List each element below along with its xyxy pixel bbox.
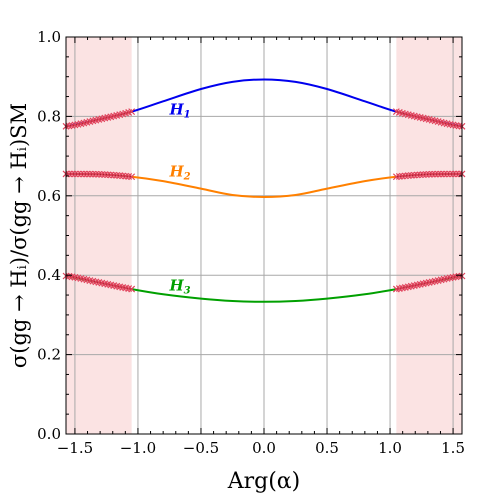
excluded-region-2	[396, 37, 462, 434]
marker-h2-1-3	[71, 170, 79, 178]
marker-h2-1-4	[74, 170, 82, 178]
x-tick-label-4: 0.5	[315, 439, 339, 457]
marker-h2-2-19	[449, 170, 457, 178]
x-tick-label-5: 1.0	[378, 439, 402, 457]
y-tick-label-2: 0.4	[37, 266, 61, 284]
marker-h2-2-11	[425, 170, 433, 178]
marker-h2-1-22	[128, 173, 136, 181]
x-tick-label-1: −1.0	[120, 439, 156, 457]
marker-h2-2-10	[422, 171, 430, 178]
marker-h2-1-7	[83, 170, 91, 178]
marker-h2-1-10	[92, 170, 100, 178]
y-tick-label-5: 1.0	[37, 28, 61, 46]
marker-h1-1-22	[128, 108, 136, 116]
x-tick-label-2: −0.5	[183, 439, 219, 457]
marker-h2-2-18	[446, 170, 454, 178]
marker-h2-2-17	[443, 170, 451, 178]
curve-label-main: H	[168, 100, 184, 118]
marker-h3-1-22	[128, 285, 136, 293]
axis-ticks	[66, 36, 462, 435]
x-tick-label-3: 0.0	[252, 439, 276, 457]
curve-label-sub: 2	[183, 172, 191, 183]
marker-h2-2-12	[428, 170, 436, 178]
curve-label-h3: H3	[168, 276, 190, 296]
x-axis-label: Arg(α)	[227, 469, 301, 494]
curve-label-sub: 1	[184, 109, 191, 120]
x-tick-label-0: −1.5	[57, 439, 93, 457]
excluded-markers	[62, 108, 466, 293]
y-axis-label: σ(gg → Hᵢ)/σ(gg → Hᵢ)SM	[7, 103, 31, 368]
marker-h2-1-2	[68, 170, 76, 178]
curve-label-main: H	[168, 276, 184, 294]
marker-h2-1-11	[95, 170, 103, 178]
curve-label-h1: H1	[168, 100, 190, 120]
marker-h2-2-15	[437, 170, 445, 178]
marker-h2-1-12	[98, 171, 106, 178]
curve-label-main: H	[168, 163, 184, 181]
x-tick-label-6: 1.5	[441, 439, 465, 457]
marker-h2-1-8	[86, 170, 94, 178]
y-tick-label-1: 0.2	[37, 346, 61, 364]
marker-h2-2-9	[419, 171, 427, 179]
marker-h2-2-13	[431, 170, 439, 178]
excluded-regions	[66, 37, 462, 434]
tick-labels: −1.5 −1.0 −0.5 0.0 0.5 1.0 1.5 0.0 0.2 0.4 0.6 0.8 1…	[37, 28, 465, 457]
excluded-region-1	[66, 37, 132, 434]
y-tick-label-3: 0.6	[37, 187, 61, 205]
marker-h2-1-5	[77, 170, 85, 178]
curve-label-h2: H2	[168, 163, 190, 183]
y-tick-label-4: 0.8	[37, 107, 61, 125]
marker-h2-2-14	[434, 170, 442, 178]
marker-h2-1-9	[89, 170, 97, 178]
curve-label-sub: 3	[184, 285, 191, 296]
marker-h2-2-20	[452, 170, 460, 178]
y-tick-label-0: 0.0	[37, 425, 61, 443]
marker-h2-1-6	[80, 170, 88, 178]
marker-h2-2-16	[440, 170, 448, 178]
